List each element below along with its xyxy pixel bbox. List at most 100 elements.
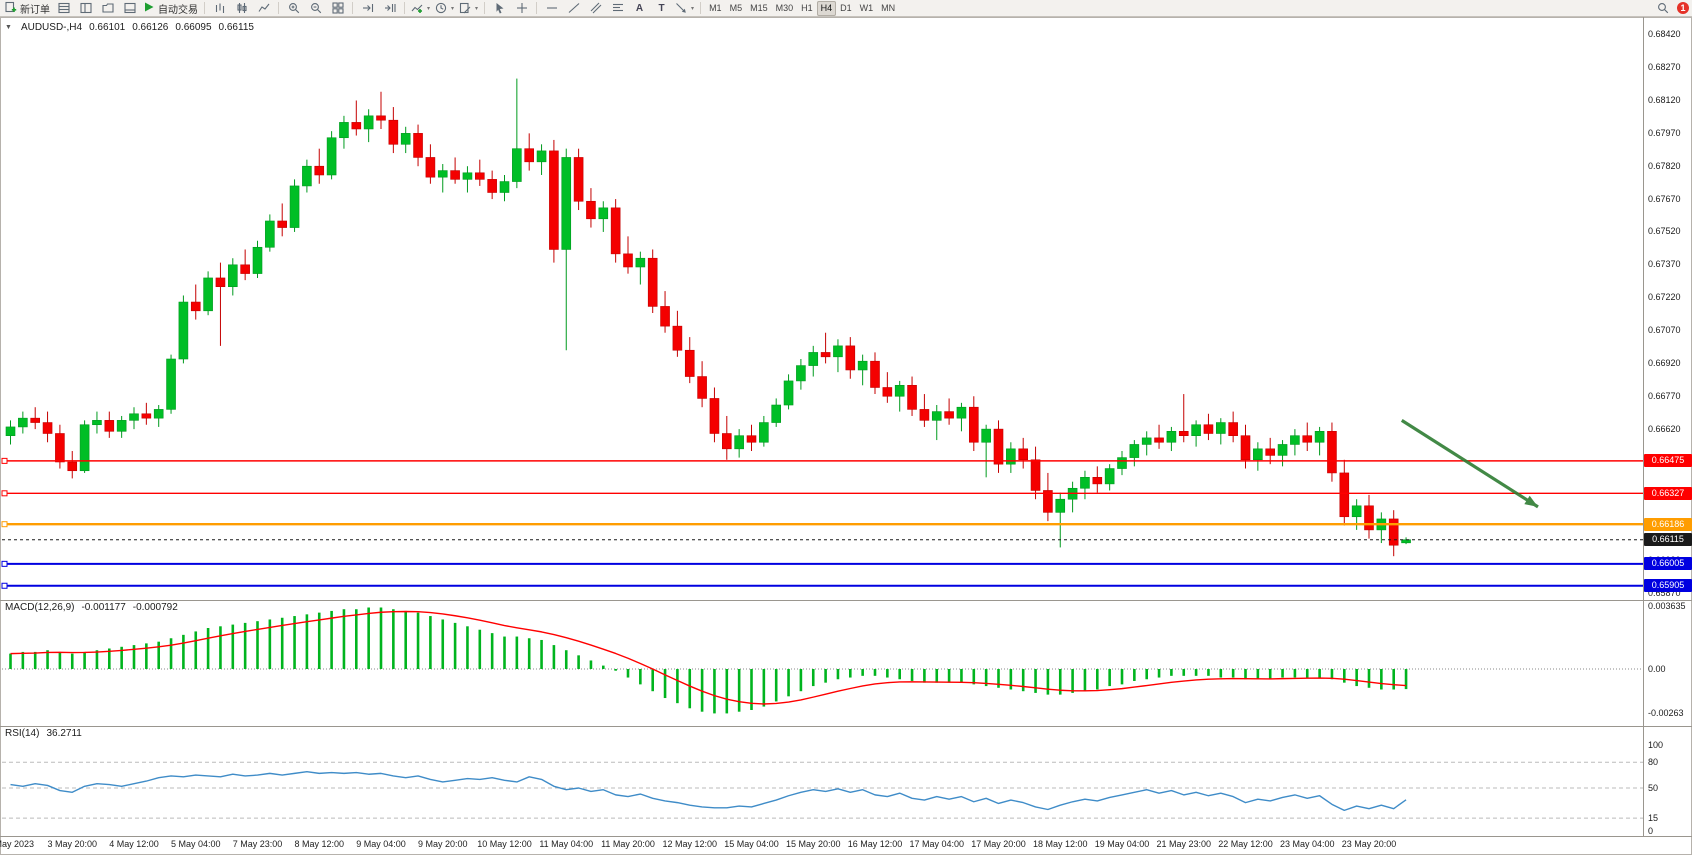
trendline-tool-icon[interactable] <box>563 1 584 16</box>
crosshair-icon[interactable] <box>511 1 532 16</box>
candle-body <box>1104 468 1115 485</box>
text-tool-icon[interactable]: A <box>629 1 650 16</box>
market-watch-icon[interactable] <box>53 1 74 16</box>
candle-body <box>598 207 609 220</box>
line-edge-handle[interactable] <box>1 490 8 497</box>
tf-button-H4[interactable]: H4 <box>816 0 837 16</box>
text-label-glyph: T <box>658 2 665 14</box>
candle-body <box>808 352 819 366</box>
tf-button-MN[interactable]: MN <box>881 3 896 13</box>
candle-body <box>1018 448 1029 461</box>
candle-body <box>931 411 942 421</box>
tf-button-M30[interactable]: M30 <box>775 3 794 13</box>
candle-body <box>1006 448 1016 465</box>
text-tool-glyph: A <box>635 2 644 14</box>
bar-chart-icon[interactable] <box>209 1 230 16</box>
tf-button-M1[interactable]: M1 <box>709 3 722 13</box>
candle-body <box>153 409 164 419</box>
candle-body <box>610 207 621 255</box>
candle-body <box>783 380 794 406</box>
candle-body <box>104 420 115 432</box>
text-label-tool-icon[interactable]: T <box>651 1 672 16</box>
tf-button-H1[interactable]: H1 <box>801 3 813 13</box>
candle-body <box>240 264 250 274</box>
indicators-button[interactable]: ▾ <box>409 1 432 16</box>
candle-body <box>314 165 325 176</box>
candle-body <box>1080 477 1090 489</box>
candle-body <box>1253 448 1263 461</box>
chevron-down-icon: ▾ <box>451 5 455 12</box>
tile-windows-icon[interactable] <box>327 1 348 16</box>
candle-body <box>1141 437 1152 445</box>
line-edge-handle[interactable] <box>1 521 8 528</box>
candle-body <box>1228 422 1238 436</box>
candle-body <box>166 358 176 410</box>
candle-body <box>302 165 312 187</box>
terminal-icon[interactable] <box>119 1 140 16</box>
auto-scroll-icon[interactable] <box>357 1 378 16</box>
auto-trading-button[interactable]: 自动交易 <box>141 1 200 16</box>
time-axis[interactable]: 3 May 2023 3 May 20:00 4 May 12:00 5 May 04… <box>0 838 1692 854</box>
candle-body <box>92 420 102 426</box>
new-order-button[interactable]: 新订单 <box>3 1 52 16</box>
candle-body <box>771 404 782 423</box>
data-window-icon[interactable] <box>75 1 96 16</box>
horizontal-lines[interactable] <box>1 457 1643 589</box>
chevron-down-icon: ▾ <box>475 5 479 12</box>
candle-body <box>672 325 683 351</box>
tf-button-M5[interactable]: M5 <box>729 3 743 13</box>
candle-body <box>42 422 53 434</box>
time-axis-label: 18 May 12:00 <box>1032 839 1088 849</box>
candle-body <box>487 179 497 193</box>
candle-body <box>561 157 572 250</box>
tf-button-D1[interactable]: D1 <box>840 3 852 13</box>
periods-button[interactable]: ▾ <box>433 1 456 16</box>
arrows-tool-button[interactable]: ▾ <box>673 1 696 16</box>
candle-body <box>215 277 226 288</box>
candlestick-series[interactable] <box>5 78 1411 557</box>
candle-body <box>462 172 473 180</box>
navigator-icon[interactable] <box>97 1 118 16</box>
zoom-out-button[interactable] <box>305 1 326 16</box>
line-edge-handle[interactable] <box>1 582 8 589</box>
candle-body <box>79 424 90 472</box>
notification-badge[interactable]: 1 <box>1677 2 1689 14</box>
tf-button-W1[interactable]: W1 <box>859 3 874 13</box>
new-order-icon <box>5 1 17 16</box>
candle-body <box>512 148 522 182</box>
candle-body <box>1339 472 1350 518</box>
line-chart-icon[interactable] <box>253 1 274 16</box>
candle-body <box>833 345 843 358</box>
candle-body <box>18 417 28 428</box>
chevron-down-icon: ▾ <box>691 5 695 12</box>
chart-shift-icon[interactable] <box>379 1 400 16</box>
time-axis-label: 19 May 04:00 <box>1094 839 1150 849</box>
trend-arrow[interactable] <box>1400 419 1539 509</box>
toolbar-right-group: 1 <box>1652 1 1689 16</box>
candle-body <box>1388 518 1399 546</box>
templates-button[interactable]: ▾ <box>457 1 480 16</box>
candle-body <box>129 413 139 421</box>
time-axis-label: 3 May 2023 <box>0 839 35 849</box>
candle-body <box>1277 444 1288 456</box>
candle-body <box>746 435 757 443</box>
fibonacci-tool-icon[interactable] <box>607 1 628 16</box>
channel-tool-icon[interactable] <box>585 1 606 16</box>
candle-body <box>882 387 893 397</box>
zoom-in-button[interactable] <box>283 1 304 16</box>
candle-body <box>684 349 695 377</box>
horizontal-line-tool-icon[interactable] <box>541 1 562 16</box>
candle-body <box>1043 490 1053 513</box>
tf-button-M15[interactable]: M15 <box>750 3 768 13</box>
candle-body <box>1314 431 1325 443</box>
candle-body <box>820 352 831 358</box>
line-edge-handle[interactable] <box>1 457 8 464</box>
time-axis-label: 9 May 04:00 <box>356 839 406 849</box>
candle-body <box>289 185 300 228</box>
candle-body <box>968 406 979 443</box>
cursor-icon[interactable] <box>489 1 510 16</box>
line-edge-handle[interactable] <box>1 560 8 567</box>
search-icon[interactable] <box>1652 1 1673 16</box>
candlestick-chart-icon[interactable] <box>231 1 252 16</box>
